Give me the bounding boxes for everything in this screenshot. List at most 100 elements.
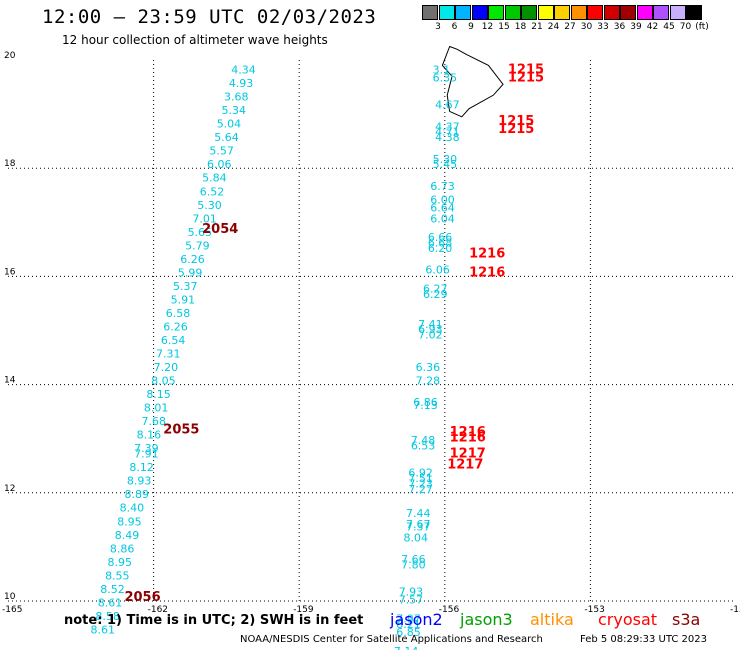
swh-value: 6.85 [396, 626, 421, 639]
swh-value: 5.65 [188, 226, 213, 239]
swh-value: 7.80 [401, 559, 426, 572]
swh-value: 6.36 [416, 361, 441, 374]
lat-tick-label: 18 [4, 159, 16, 169]
swh-value: 8.21 [396, 618, 421, 631]
colorbar-label: 12 [481, 22, 494, 32]
colorbar-label: 18 [514, 22, 527, 32]
credit-line: NOAA/NESDIS Center for Satellite Applica… [240, 634, 543, 645]
colorbar-swatch [603, 5, 620, 20]
swh-value: 8.55 [105, 569, 130, 582]
pass-time-label: 2054 [202, 222, 238, 237]
colorbar-label: 42 [646, 22, 659, 32]
legend-jason3: jason3 [460, 610, 513, 629]
swh-value: 3.1 [433, 64, 451, 77]
swh-value: 4.67 [435, 99, 460, 112]
pass-time-label: 2056 [124, 590, 160, 605]
pass-time-label: 1215 [508, 71, 544, 86]
swh-value: 7.91 [134, 448, 159, 461]
pass-time-label: 1215 [498, 122, 534, 137]
lon-tick-label: -165 [2, 605, 22, 615]
swh-value: 7.01 [192, 212, 217, 225]
swh-value: 7.57 [399, 594, 424, 607]
coastline-path [441, 45, 504, 118]
map-title: 12:00 – 23:59 UTC 02/03/2023 [42, 6, 377, 28]
swh-value: 6.20 [428, 242, 453, 255]
swh-value: 8.95 [117, 515, 142, 528]
swh-value: 7.39 [134, 442, 159, 455]
legend-jason2: jason2 [390, 610, 443, 629]
pass-time-label: 1216 [450, 425, 486, 440]
colorbar-label: 45 [663, 22, 675, 32]
swh-value: 5.99 [178, 266, 203, 279]
lon-tick-label: -162 [148, 605, 168, 615]
swh-value: 7.66 [401, 553, 426, 566]
colorbar-label: 24 [547, 22, 560, 32]
swh-value: 6.00 [430, 193, 455, 206]
swh-value: 7.31 [156, 348, 181, 361]
swh-value: 6.64 [430, 201, 455, 214]
colorbar-label: 36 [613, 22, 626, 32]
colorbar-label: 21 [531, 22, 543, 32]
pass-time-label: 1217 [450, 447, 486, 462]
swh-value: 8.52 [100, 583, 125, 596]
swh-value: 7.02 [418, 329, 443, 342]
lat-lon-grid [8, 60, 736, 602]
generated-time: Feb 5 08:29:33 UTC 2023 [580, 634, 707, 645]
swh-value: 5.79 [185, 239, 210, 252]
swh-value: 4.37 [435, 120, 460, 133]
swh-value: 5.30 [197, 199, 222, 212]
pass-time-label: 1215 [498, 114, 534, 129]
swh-value: 8.16 [137, 429, 162, 442]
legend-s3a: s3a [672, 610, 701, 629]
swh-value: 7.68 [141, 415, 166, 428]
colorbar-swatch [537, 5, 554, 20]
pass-time-label: 1217 [447, 457, 483, 472]
swh-value: 7.37 [406, 521, 431, 534]
swh-value: 5.34 [222, 104, 247, 117]
swh-value: 6.06 [207, 158, 232, 171]
swh-value: 8.61 [91, 623, 116, 636]
swh-value: 6.06 [425, 264, 450, 277]
swh-value: 7.93 [399, 586, 424, 599]
colorbar-swatch [653, 5, 669, 20]
swh-value: 6.29 [423, 288, 448, 301]
swh-value: 8.61 [98, 596, 123, 609]
colorbar-swatch [686, 5, 702, 20]
colorbar-label: 70 [679, 22, 692, 32]
colorbar-swatch [620, 5, 636, 20]
legend-altika: altika [530, 610, 574, 629]
swh-value: 4.93 [229, 77, 254, 90]
pass-time-label: 1216 [469, 246, 505, 261]
swh-value: 6.66 [428, 231, 453, 244]
lat-tick-label: 16 [4, 267, 16, 277]
lat-tick-label: 12 [4, 484, 15, 494]
swh-value: 7.13 [413, 399, 438, 412]
swh-value: 8.15 [146, 388, 171, 401]
colorbar-label: 15 [498, 22, 510, 32]
colorbar-label: 33 [597, 22, 609, 32]
swh-value: 7.20 [154, 361, 179, 374]
lon-tick-label: -159 [293, 605, 314, 615]
colorbar-label: 3 [435, 22, 441, 32]
map-subtitle: 12 hour collection of altimeter wave hei… [62, 33, 328, 47]
lon-tick-label: -150 [730, 605, 740, 615]
colorbar-swatch [587, 5, 603, 20]
swh-value: 6.52 [200, 185, 225, 198]
swh-value: 7.27 [408, 483, 433, 496]
swh-value: 8.40 [120, 502, 145, 515]
swh-value: 6.86 [413, 396, 438, 409]
swh-value: 8.86 [110, 542, 135, 555]
swh-value: 8.01 [144, 402, 169, 415]
pass-time-label: 2055 [163, 422, 199, 437]
swh-value: 5.57 [209, 145, 234, 158]
swh-value: 5.04 [217, 118, 242, 131]
swh-value: 8.49 [115, 529, 140, 542]
colorbar-swatch [636, 5, 653, 20]
colorbar-swatch [521, 5, 537, 20]
swh-value: 7.97 [396, 613, 421, 626]
swh-value: 6.26 [163, 321, 188, 334]
colorbar-swatch [455, 5, 471, 20]
colorbar-swatch [669, 5, 686, 20]
